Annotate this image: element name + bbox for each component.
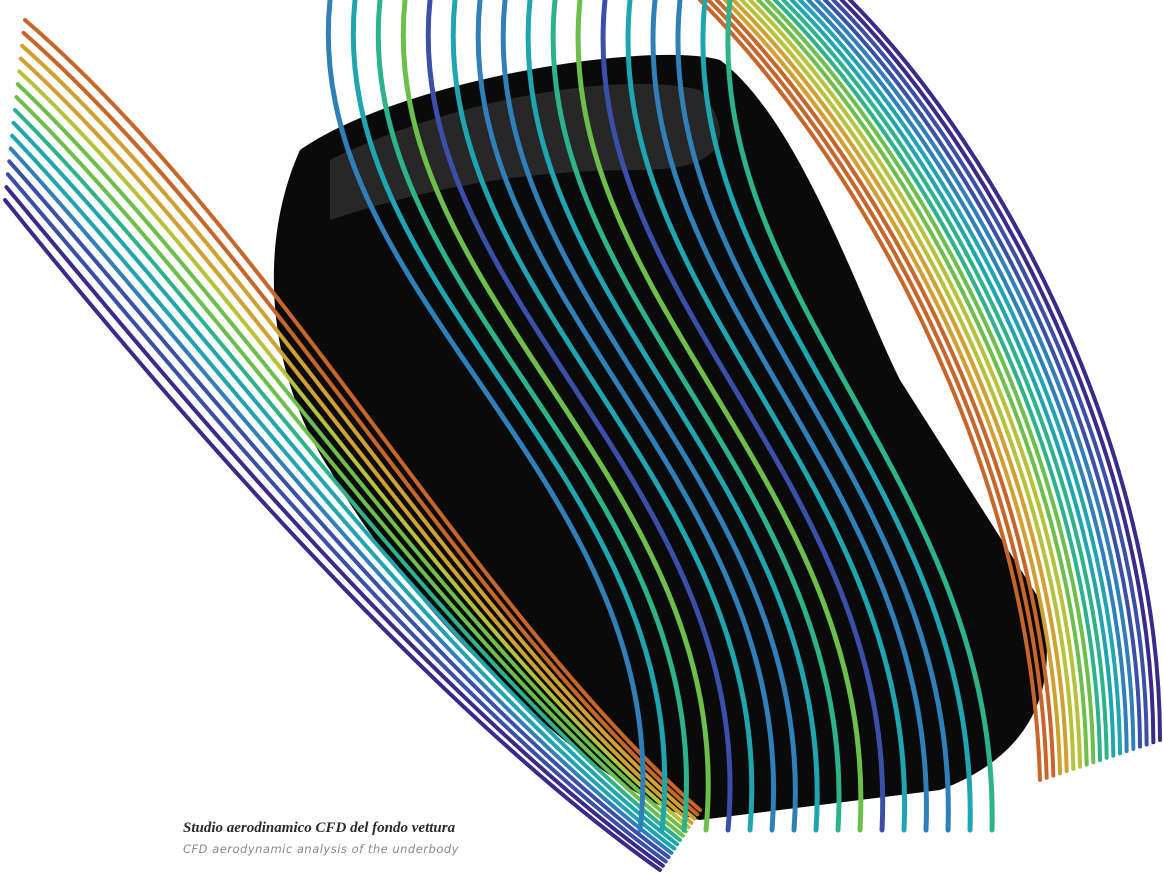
page: Studio aerodinamico CFD del fondo vettur… [0, 0, 1164, 873]
caption-subtitle: CFD aerodynamic analysis of the underbod… [183, 842, 459, 856]
cfd-image [0, 0, 1164, 873]
caption-title: Studio aerodinamico CFD del fondo vettur… [183, 820, 455, 837]
